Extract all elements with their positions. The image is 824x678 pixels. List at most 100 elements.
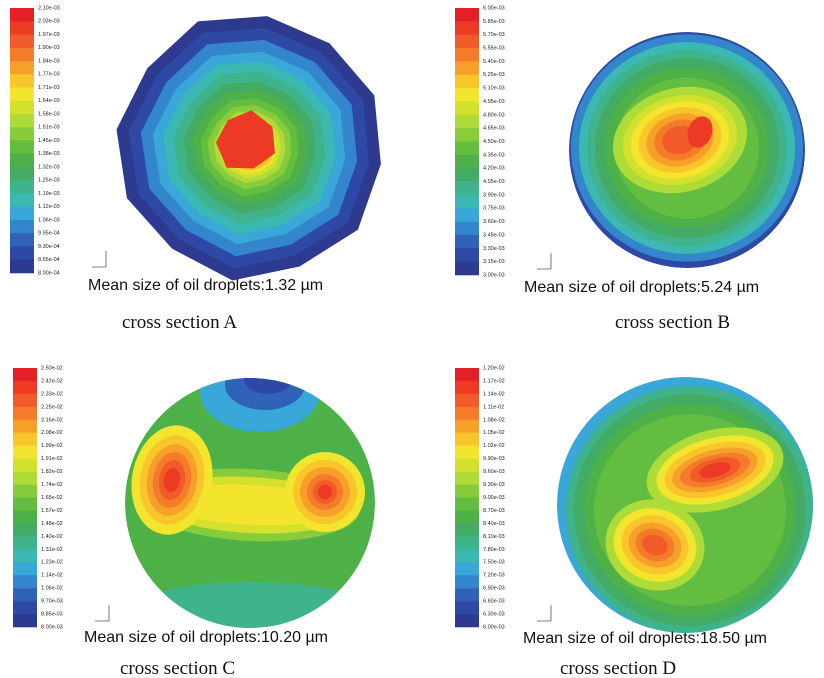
colorbar-label: 8.70e-03 (483, 508, 505, 514)
colorbar-swatch (455, 114, 479, 129)
colorbar-swatch (10, 193, 34, 208)
colorbar-label: 6.60e-03 (483, 599, 505, 605)
colorbar-swatch (455, 510, 479, 524)
colorbar-label: 2.16e-02 (41, 417, 63, 423)
colorbar-label: 1.82e-02 (41, 469, 63, 475)
colorbar-label: 5.70e-03 (483, 32, 505, 38)
colorbar-swatch (455, 368, 479, 382)
contour-band (642, 534, 668, 556)
colorbar-label: 5.10e-03 (483, 86, 505, 92)
colorbar-label: 9.60e-03 (483, 469, 505, 475)
colorbar-swatch (10, 259, 34, 274)
colorbar-label: 1.06e-02 (41, 586, 63, 592)
colorbar-swatch (10, 87, 34, 102)
colorbar-swatch (455, 549, 479, 563)
colorbar-label: 1.02e-02 (483, 443, 505, 449)
colorbar-swatch (13, 575, 37, 589)
colorbar-label: 4.05e-03 (483, 179, 505, 185)
colorbar-swatch (455, 497, 479, 511)
colorbar-label: 9.90e-03 (483, 456, 505, 462)
colorbar-label: 4.95e-03 (483, 99, 505, 105)
colorbar-label: 9.70e-03 (41, 599, 63, 605)
colorbar-label: 1.91e-02 (41, 456, 63, 462)
colorbar-label: 1.97e-03 (38, 32, 60, 38)
colorbar-swatch (13, 588, 37, 602)
colorbar-swatch (10, 100, 34, 115)
colorbar-swatch (13, 614, 37, 628)
colorbar-label: 1.08e-02 (483, 417, 505, 423)
panel: 2.10e-03 2.03e-03 1.97e-03 1.90e-03 1.84e-03… (10, 5, 323, 333)
caption: Mean size of oil droplets:10.20 µm (84, 629, 328, 646)
colorbar-label: 1.17e-02 (483, 378, 505, 384)
colorbar-label: 5.55e-03 (483, 46, 505, 52)
axis-glyph (537, 253, 552, 270)
panel: 1.20e-02 1.17e-02 1.14e-02 1.11e-02 1.08e-02… (455, 365, 767, 678)
colorbar-label: 3.75e-03 (483, 206, 505, 212)
colorbar-label: 1.99e-02 (41, 443, 63, 449)
caption: Mean size of oil droplets:1.32 µm (88, 277, 323, 294)
colorbar-label: 6.90e-03 (483, 586, 505, 592)
colorbar-label: 3.30e-03 (483, 246, 505, 252)
colorbar-label: 1.19e-03 (38, 191, 60, 197)
colorbar-label: 1.38e-03 (38, 151, 60, 157)
colorbar-swatch (455, 88, 479, 102)
colorbar-label: 9.30e-03 (483, 482, 505, 488)
contour-band (699, 462, 731, 478)
colorbar-swatch (10, 34, 34, 49)
colorbar-swatch (455, 8, 479, 22)
axis-glyph (92, 251, 107, 268)
colorbar-swatch (455, 221, 479, 236)
caption: Mean size of oil droplets:18.50 µm (523, 630, 767, 647)
colorbar-swatch (13, 393, 37, 408)
colorbar-label: 1.05e-02 (483, 430, 505, 436)
colorbar-swatch (13, 601, 37, 615)
colorbar-swatch (455, 248, 479, 262)
colorbar-swatch (13, 406, 37, 421)
colorbar-label: 2.42e-02 (41, 378, 63, 384)
colorbar-label: 1.31e-02 (41, 547, 63, 553)
colorbar-swatch (455, 601, 479, 615)
colorbar-swatch (455, 562, 479, 576)
colorbar-label: 4.65e-03 (483, 126, 505, 132)
colorbar-label: 4.50e-03 (483, 139, 505, 145)
colorbar-label: 1.14e-02 (483, 391, 505, 397)
colorbar-label: 1.48e-02 (41, 521, 63, 527)
colorbar-swatch (455, 419, 479, 434)
colorbar-swatch (10, 74, 34, 88)
colorbar-label: 1.77e-03 (38, 72, 60, 78)
colorbar-label: 2.33e-02 (41, 391, 63, 397)
colorbar-label: 6.00e-03 (483, 624, 505, 630)
colorbar-swatch (455, 208, 479, 222)
colorbar-swatch (10, 180, 34, 194)
colorbar-label: 4.80e-03 (483, 112, 505, 118)
colorbar-swatch (455, 34, 479, 49)
colorbar-swatch (10, 167, 34, 181)
colorbar-label: 4.20e-03 (483, 166, 505, 172)
contour-a (116, 16, 381, 281)
contour-band (318, 485, 332, 499)
colorbar-swatch (10, 47, 34, 62)
colorbar-label: 9.30e-04 (38, 244, 60, 250)
colorbar-label: 5.85e-03 (483, 19, 505, 25)
colorbar-label: 3.00e-03 (483, 272, 505, 278)
colorbar-label: 1.51e-03 (38, 125, 60, 131)
panel: 2.50e-02 2.42e-02 2.33e-02 2.25e-02 2.16e-02… (13, 365, 328, 678)
colorbar-swatch (455, 48, 479, 62)
colorbar-swatch (13, 432, 37, 446)
colorbar-swatch (13, 562, 37, 576)
colorbar-label: 2.03e-03 (38, 19, 60, 25)
colorbar-label: 1.57e-02 (41, 508, 63, 514)
contour-b (569, 32, 805, 268)
colorbar-label: 1.45e-03 (38, 138, 60, 144)
colorbar-label: 2.50e-02 (41, 365, 63, 371)
colorbar-label: 1.20e-02 (483, 365, 505, 371)
colorbar-swatch (455, 194, 479, 209)
colorbar-swatch (455, 234, 479, 249)
section-label: cross section A (122, 312, 237, 333)
colorbar-label: 8.85e-03 (41, 612, 63, 618)
colorbar-label: 8.00e-03 (41, 624, 63, 630)
axis-glyph (95, 605, 110, 622)
contour-c (125, 378, 375, 628)
colorbar-swatch (455, 21, 479, 35)
